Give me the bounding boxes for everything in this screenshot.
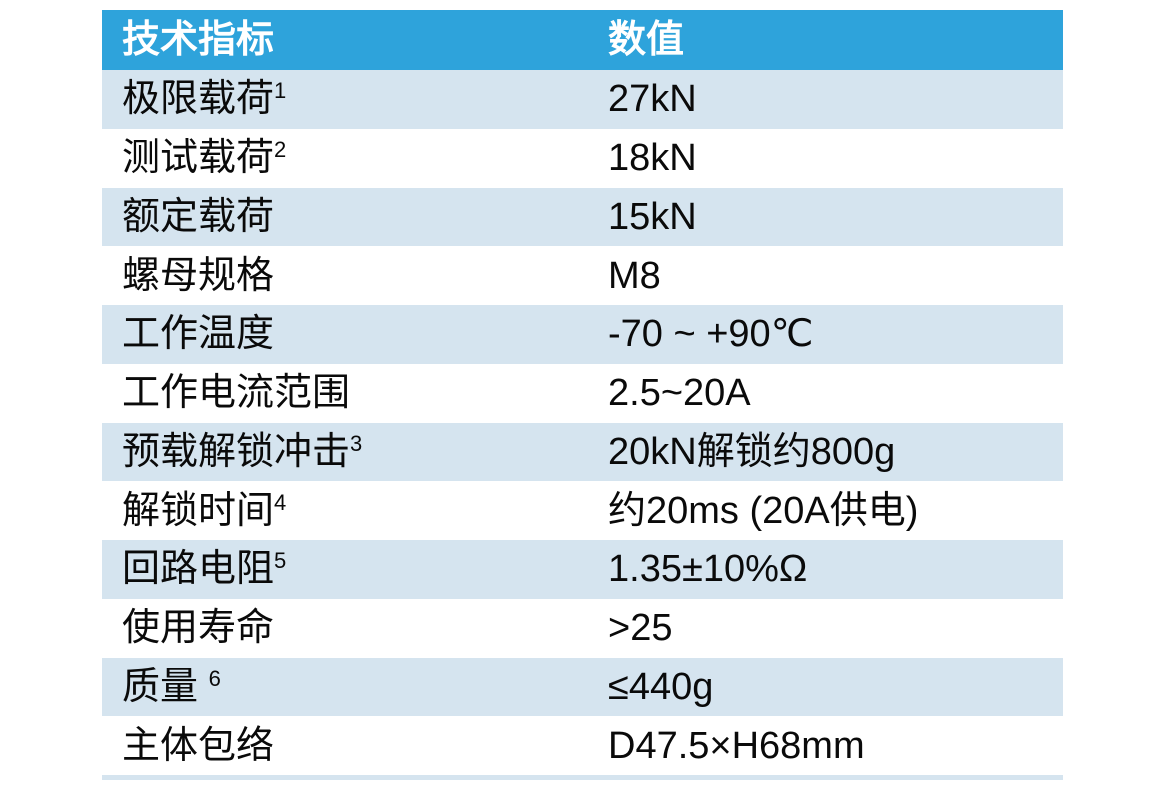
table-row: 工作电流范围 2.5~20A	[102, 364, 1063, 423]
column-header-value: 数值	[608, 19, 685, 61]
table-row: 使用寿命 >25	[102, 599, 1063, 658]
indicator-cell: 质量 6	[102, 665, 608, 708]
indicator-cell: 极限载荷1	[102, 78, 608, 121]
value-cell: 15kN	[608, 195, 697, 238]
footnote-superscript: 4	[274, 489, 287, 515]
value-cell: 18kN	[608, 137, 697, 180]
footnote-superscript: 1	[274, 78, 287, 104]
indicator-label: 解锁时间	[122, 489, 275, 532]
indicator-cell: 主体包络	[102, 727, 608, 765]
table-row: 极限载荷1 27kN	[102, 70, 1063, 129]
table-row: 螺母规格 M8	[102, 246, 1063, 305]
indicator-cell: 螺母规格	[102, 257, 608, 295]
indicator-cell: 额定载荷	[102, 198, 608, 236]
value-cell: 27kN	[608, 78, 697, 121]
indicator-label: 极限载荷	[122, 78, 275, 121]
table-row: 工作温度 -70 ~ +90℃	[102, 305, 1063, 364]
table-row: 回路电阻5 1.35±10%Ω	[102, 540, 1063, 599]
indicator-cell: 测试载荷2	[102, 137, 608, 180]
indicator-label: 主体包络	[122, 724, 275, 767]
value-cell: ≤440g	[608, 665, 714, 708]
value-cell: -70 ~ +90℃	[608, 313, 814, 356]
value-cell: 约20ms (20A供电)	[608, 489, 919, 532]
value-cell: D47.5×H68mm	[608, 724, 865, 767]
table-header-row: 技术指标 数值	[102, 10, 1063, 70]
spec-table: 技术指标 数值 极限载荷1 27kN 测试载荷2 18kN 额定载荷 15kN …	[102, 10, 1063, 780]
indicator-cell: 使用寿命	[102, 609, 608, 647]
indicator-label: 质量	[122, 665, 209, 708]
table-row: 解锁时间4 约20ms (20A供电)	[102, 481, 1063, 540]
table-row: 主体包络 D47.5×H68mm	[102, 716, 1063, 775]
footnote-superscript: 3	[350, 430, 363, 456]
value-cell: 1.35±10%Ω	[608, 548, 808, 591]
column-header-indicator: 技术指标	[122, 19, 275, 61]
indicator-label: 测试载荷	[122, 137, 275, 180]
table-body: 极限载荷1 27kN 测试载荷2 18kN 额定载荷 15kN 螺母规格 M8 …	[102, 70, 1063, 775]
indicator-cell: 工作电流范围	[102, 374, 608, 412]
indicator-label: 工作电流范围	[122, 372, 351, 415]
table-bottom-rule	[102, 775, 1063, 780]
indicator-label: 回路电阻	[122, 548, 275, 591]
value-cell: >25	[608, 607, 673, 650]
indicator-cell: 回路电阻5	[102, 548, 608, 591]
footnote-superscript: 6	[208, 665, 221, 691]
indicator-label: 额定载荷	[122, 195, 275, 238]
indicator-label: 工作温度	[122, 313, 275, 356]
table-row: 预载解锁冲击3 20kN解锁约800g	[102, 422, 1063, 482]
indicator-label: 螺母规格	[122, 254, 275, 297]
value-cell: M8	[608, 254, 661, 297]
indicator-label: 使用寿命	[122, 607, 275, 650]
indicator-label: 预载解锁冲击	[122, 430, 351, 473]
footnote-superscript: 5	[274, 548, 287, 574]
indicator-cell: 预载解锁冲击3	[102, 430, 608, 473]
indicator-cell: 解锁时间4	[102, 489, 608, 532]
value-cell: 20kN解锁约800g	[608, 430, 896, 473]
table-row: 额定载荷 15kN	[102, 187, 1063, 247]
value-cell: 2.5~20A	[608, 372, 751, 415]
table-row: 测试载荷2 18kN	[102, 129, 1063, 188]
footnote-superscript: 2	[274, 137, 287, 163]
table-row: 质量 6 ≤440g	[102, 657, 1063, 717]
indicator-cell: 工作温度	[102, 315, 608, 353]
